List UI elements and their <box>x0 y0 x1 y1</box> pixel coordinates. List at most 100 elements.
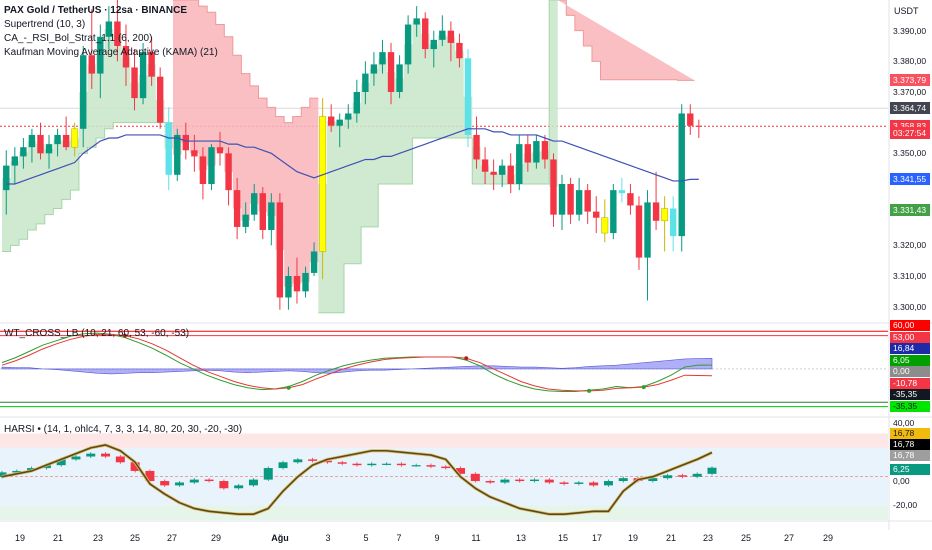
candle[interactable] <box>575 177 583 221</box>
candle[interactable] <box>242 202 249 234</box>
harsi-candle[interactable] <box>367 462 377 467</box>
candle[interactable] <box>669 196 677 252</box>
symbol-title[interactable]: PAX Gold / TetherUS · 12sa · BINANCE <box>4 5 187 16</box>
harsi-candle[interactable] <box>71 455 81 461</box>
candle[interactable] <box>516 134 523 191</box>
candle[interactable] <box>20 138 27 169</box>
candle[interactable] <box>122 24 130 86</box>
harsi-candle[interactable] <box>219 479 229 490</box>
wt-legend[interactable]: WT_CROSS_LB (10, 21, 60, 53, -60, -53) <box>4 328 190 339</box>
indicator-supertrend[interactable]: Supertrend (10, 3) <box>4 19 86 30</box>
harsi-candle[interactable] <box>234 483 244 490</box>
harsi-candle[interactable] <box>574 480 584 486</box>
candle[interactable] <box>652 171 660 230</box>
harsi-candle[interactable] <box>426 463 436 469</box>
candle[interactable] <box>370 52 378 86</box>
candle[interactable] <box>11 147 19 184</box>
candle[interactable] <box>661 196 669 252</box>
candle[interactable] <box>422 12 429 59</box>
candle[interactable] <box>268 193 275 246</box>
candle[interactable] <box>319 98 327 280</box>
candle[interactable] <box>439 15 446 46</box>
candle[interactable] <box>225 147 232 206</box>
harsi-candle[interactable] <box>382 462 392 466</box>
candle[interactable] <box>447 21 455 62</box>
candle[interactable] <box>345 104 352 129</box>
harsi-candle[interactable] <box>603 479 613 487</box>
harsi-candle[interactable] <box>589 480 599 487</box>
harsi-candle[interactable] <box>396 462 406 467</box>
candle[interactable] <box>498 159 506 188</box>
candle[interactable] <box>627 184 634 215</box>
candle[interactable] <box>541 134 549 169</box>
harsi-candle[interactable] <box>677 473 687 479</box>
candle[interactable] <box>28 128 36 163</box>
candle[interactable] <box>464 49 472 148</box>
harsi-candle[interactable] <box>263 466 273 482</box>
candle[interactable] <box>695 119 703 138</box>
candle[interactable] <box>285 266 292 310</box>
candle[interactable] <box>644 190 651 301</box>
candle[interactable] <box>88 9 95 89</box>
candle[interactable] <box>524 134 532 172</box>
candle[interactable] <box>259 187 266 240</box>
harsi-candle[interactable] <box>204 478 214 483</box>
harsi-candle[interactable] <box>470 472 480 483</box>
harsi-candle[interactable] <box>145 469 155 483</box>
harsi-candle[interactable] <box>692 472 702 479</box>
candle[interactable] <box>533 134 540 169</box>
candle[interactable] <box>62 116 70 151</box>
candle[interactable] <box>584 184 591 224</box>
candle[interactable] <box>413 6 420 37</box>
candle[interactable] <box>80 46 87 148</box>
price-candles[interactable] <box>3 0 703 310</box>
candle[interactable] <box>567 177 574 224</box>
harsi-candle[interactable] <box>500 478 510 484</box>
harsi-candle[interactable] <box>189 478 199 484</box>
candle[interactable] <box>593 196 600 234</box>
harsi-candle[interactable] <box>530 478 539 483</box>
harsi-candle[interactable] <box>441 465 451 470</box>
harsi-candle[interactable] <box>293 457 303 464</box>
harsi-candle[interactable] <box>618 476 628 483</box>
indicator-kama[interactable]: Kaufman Moving Average Adaptive (KAMA) (… <box>4 47 218 58</box>
harsi-candle[interactable] <box>86 452 96 459</box>
candle[interactable] <box>404 15 412 74</box>
candle[interactable] <box>148 36 155 86</box>
candle[interactable] <box>379 39 386 74</box>
harsi-candle[interactable] <box>663 473 673 480</box>
candle[interactable] <box>71 122 79 157</box>
candle[interactable] <box>131 49 138 111</box>
candle[interactable] <box>396 55 403 99</box>
candle[interactable] <box>174 128 181 181</box>
candle[interactable] <box>336 113 343 148</box>
indicator-rsi-bol[interactable]: CA_-_RSI_Bol_Strat_1.1 (6, 200) <box>4 33 153 44</box>
candle[interactable] <box>97 24 104 99</box>
harsi-legend[interactable]: HARSI • (14, 1, ohlc4, 7, 3, 3, 14, 80, … <box>4 424 243 435</box>
candle[interactable] <box>610 184 617 240</box>
harsi-candle[interactable] <box>101 452 111 459</box>
candle[interactable] <box>601 199 609 243</box>
harsi-candle[interactable] <box>707 466 717 476</box>
candle[interactable] <box>105 6 113 50</box>
harsi-candle[interactable] <box>352 462 362 467</box>
harsi-candle[interactable] <box>248 478 258 487</box>
candle[interactable] <box>114 0 121 62</box>
harsi-candle[interactable] <box>160 479 170 487</box>
candle[interactable] <box>139 42 147 105</box>
candle[interactable] <box>507 153 514 194</box>
harsi-candle[interactable] <box>175 480 184 487</box>
candle[interactable] <box>430 30 437 68</box>
harsi-pane[interactable] <box>0 433 888 520</box>
candle[interactable] <box>54 128 61 157</box>
harsi-candle[interactable] <box>278 460 288 470</box>
candle[interactable] <box>481 147 489 184</box>
candle[interactable] <box>490 159 497 191</box>
candle[interactable] <box>387 42 395 105</box>
candle[interactable] <box>550 153 557 227</box>
candle[interactable] <box>635 196 643 270</box>
candle[interactable] <box>618 177 626 203</box>
harsi-candle[interactable] <box>0 470 7 479</box>
candle[interactable] <box>251 184 258 221</box>
wt-cross-pane[interactable] <box>0 330 888 408</box>
